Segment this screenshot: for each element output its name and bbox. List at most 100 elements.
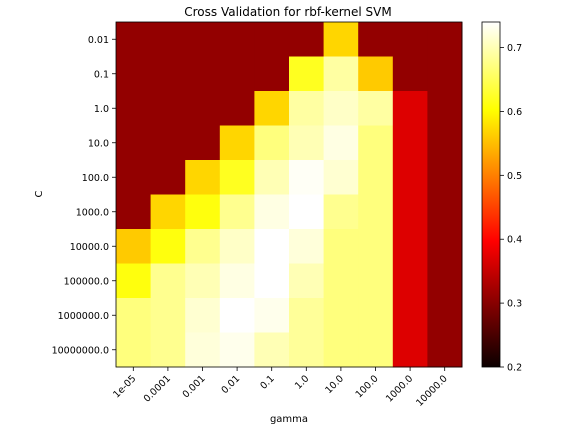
x-tick-label: 1e-05 bbox=[111, 373, 138, 400]
chart-title: Cross Validation for rbf-kernel SVM bbox=[184, 5, 392, 19]
heatmap-cell bbox=[427, 263, 463, 299]
heatmap-cell bbox=[219, 160, 255, 195]
x-axis-label: gamma bbox=[270, 414, 308, 425]
heatmap-cell bbox=[427, 332, 463, 368]
heatmap-cell bbox=[289, 56, 325, 92]
heatmap-cell bbox=[427, 56, 463, 92]
heatmap-cell bbox=[219, 91, 255, 126]
heatmap-cell bbox=[392, 194, 428, 230]
heatmap-cell bbox=[289, 263, 325, 299]
heatmap-cell bbox=[185, 263, 221, 299]
heatmap-cell bbox=[254, 229, 290, 264]
heatmap-cell bbox=[185, 194, 221, 230]
heatmap-cell bbox=[116, 125, 152, 161]
heatmap-cell bbox=[185, 160, 221, 195]
heatmap-cell bbox=[254, 56, 290, 92]
x-tick-label: 0.0001 bbox=[142, 373, 173, 404]
x-tick-label: 1.0 bbox=[293, 373, 311, 391]
colorbar-tick-label: 0.3 bbox=[507, 299, 522, 310]
heatmap-cell bbox=[392, 91, 428, 126]
heatmap-cell bbox=[289, 91, 325, 126]
heatmap-cell bbox=[427, 229, 463, 264]
heatmap-cell bbox=[427, 91, 463, 126]
heatmap-cell bbox=[150, 56, 186, 92]
x-tick-label: 10000.0 bbox=[414, 373, 450, 409]
heatmap-cell bbox=[392, 56, 428, 92]
heatmap-cell bbox=[289, 194, 325, 230]
heatmap-cell bbox=[219, 22, 255, 57]
x-tick-label: 100.0 bbox=[354, 373, 381, 400]
colorbar bbox=[481, 21, 501, 368]
colorbar-tick-label: 0.5 bbox=[507, 171, 522, 182]
heatmap-cell bbox=[358, 194, 394, 230]
heatmap-cell bbox=[116, 298, 152, 333]
x-tick-label: 1000.0 bbox=[384, 373, 415, 404]
heatmap-cell bbox=[427, 298, 463, 333]
heatmap-cell bbox=[427, 125, 463, 161]
heatmap-cell bbox=[116, 22, 152, 57]
heatmap-cell bbox=[254, 125, 290, 161]
heatmap-cell bbox=[185, 91, 221, 126]
heatmap-cell bbox=[185, 332, 221, 368]
heatmap-cell bbox=[358, 91, 394, 126]
x-tick-label: 10.0 bbox=[323, 373, 346, 396]
heatmap-cell bbox=[254, 298, 290, 333]
heatmap-cell bbox=[219, 298, 255, 333]
heatmap-cell bbox=[219, 125, 255, 161]
y-tick-label: 10000000.0 bbox=[52, 345, 109, 356]
heatmap-cell bbox=[150, 194, 186, 230]
heatmap-cell bbox=[323, 160, 359, 195]
x-axis-ticks: 1e-05 0.0001 0.001 0.01 0.1 1.0 10.0 100.0 1000.… bbox=[111, 367, 450, 409]
heatmap-cell bbox=[289, 332, 325, 368]
heatmap-cell bbox=[392, 332, 428, 368]
heatmap-cell bbox=[185, 22, 221, 57]
heatmap-cell bbox=[323, 263, 359, 299]
heatmap-cell bbox=[358, 263, 394, 299]
heatmap-cell bbox=[150, 332, 186, 368]
heatmap-cell bbox=[150, 125, 186, 161]
heatmap-cell bbox=[358, 22, 394, 57]
heatmap-cell bbox=[219, 332, 255, 368]
heatmap-cell bbox=[185, 56, 221, 92]
heatmap-cell bbox=[358, 332, 394, 368]
y-axis-ticks: 0.01 0.1 1.0 10.0 100.0 1000.0 10000.0 100000.0… bbox=[52, 35, 116, 356]
heatmap-cell bbox=[323, 22, 359, 57]
heatmap-cell bbox=[392, 229, 428, 264]
heatmap-cell bbox=[323, 91, 359, 126]
heatmap-cell bbox=[323, 229, 359, 264]
heatmap-cell bbox=[219, 194, 255, 230]
heatmap-cell bbox=[358, 160, 394, 195]
heatmap-cell bbox=[358, 298, 394, 333]
heatmap-cell bbox=[116, 194, 152, 230]
heatmap-cell bbox=[289, 125, 325, 161]
heatmap-cell bbox=[427, 194, 463, 230]
heatmap-cell bbox=[392, 22, 428, 57]
y-tick-label: 1.0 bbox=[94, 104, 109, 115]
y-tick-label: 0.1 bbox=[94, 69, 109, 80]
y-tick-label: 0.01 bbox=[88, 35, 109, 46]
heatmap-cell bbox=[392, 298, 428, 333]
colorbar-tick-label: 0.6 bbox=[507, 107, 522, 118]
heatmap-cell bbox=[116, 56, 152, 92]
heatmap-cell bbox=[185, 229, 221, 264]
colorbar-tick-label: 0.2 bbox=[507, 363, 522, 374]
heatmap-cell bbox=[219, 229, 255, 264]
heatmap-cell bbox=[116, 263, 152, 299]
y-tick-label: 100000.0 bbox=[64, 276, 109, 287]
heatmap-cells bbox=[116, 22, 463, 368]
heatmap-cell bbox=[323, 125, 359, 161]
heatmap-cell bbox=[254, 22, 290, 57]
y-tick-label: 1000.0 bbox=[76, 207, 109, 218]
heatmap-cell bbox=[392, 263, 428, 299]
y-tick-label: 1000000.0 bbox=[58, 311, 109, 322]
x-tick-label: 0.01 bbox=[219, 373, 242, 396]
heatmap-cell bbox=[254, 91, 290, 126]
heatmap-cell bbox=[323, 194, 359, 230]
heatmap-cell bbox=[289, 298, 325, 333]
heatmap-cell bbox=[323, 56, 359, 92]
heatmap-cell bbox=[323, 332, 359, 368]
heatmap-cell bbox=[150, 263, 186, 299]
colorbar-tick-label: 0.7 bbox=[507, 43, 522, 54]
x-tick-label: 0.001 bbox=[181, 373, 208, 400]
